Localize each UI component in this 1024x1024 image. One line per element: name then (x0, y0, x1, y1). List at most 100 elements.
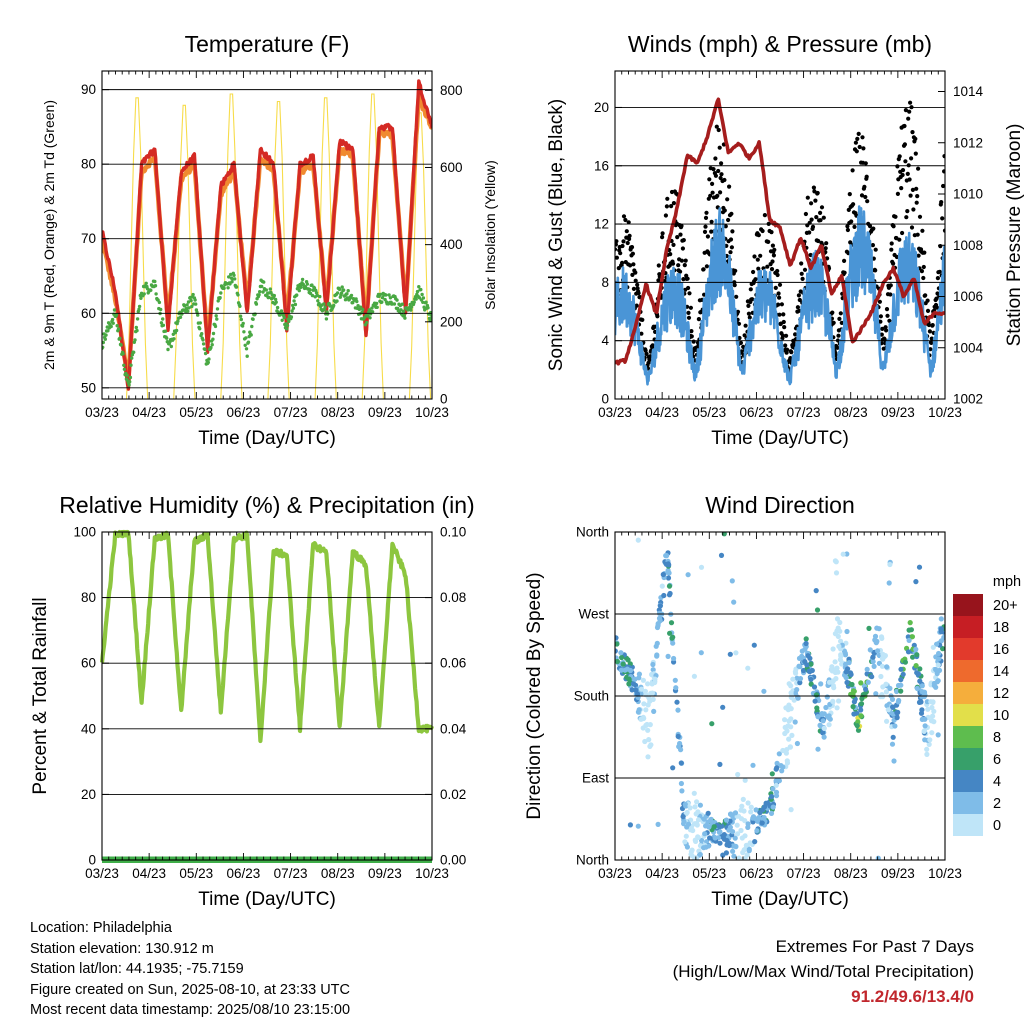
gust-point (683, 258, 688, 263)
wind-direction-point (667, 630, 673, 636)
station-info: Location: Philadelphia Station elevation… (30, 918, 350, 1021)
gust-point (907, 109, 912, 114)
wind-direction-point (910, 654, 916, 660)
wind-direction-point (789, 732, 795, 739)
dewpoint-point (236, 293, 240, 297)
y2-tick-label: 1006 (953, 289, 983, 304)
gust-point (916, 166, 921, 171)
gust-point (716, 168, 721, 174)
y-tick-label: 80 (81, 590, 96, 605)
wind-direction-point (663, 561, 670, 567)
legend-swatch (953, 770, 983, 792)
dewpoint-point (250, 324, 254, 329)
dewpoint-point (429, 313, 432, 317)
wind-direction-point (782, 717, 788, 723)
wind-direction-point (890, 734, 896, 740)
gust-point (626, 220, 631, 225)
dewpoint-point (115, 324, 119, 328)
legend-label: 0 (993, 818, 1001, 834)
legend-label: 4 (993, 774, 1001, 790)
gust-point (621, 214, 627, 219)
gust-point (800, 276, 805, 281)
wind-direction-point (813, 692, 820, 698)
wind-direction-point (928, 699, 934, 705)
wind-direction-point (892, 723, 898, 729)
wind-direction-point (718, 552, 725, 559)
wind-direction-point (806, 668, 812, 674)
wind-direction-point (685, 821, 692, 827)
gust-point (925, 298, 930, 303)
dewpoint-point (310, 283, 314, 287)
gust-point (910, 130, 915, 135)
gust-point (815, 190, 820, 196)
wind-direction-point (773, 778, 779, 784)
wind-direction-point (869, 674, 875, 680)
wind-direction-point (736, 855, 742, 860)
x-tick-label: 08/23 (834, 405, 868, 420)
wind-direction-point (844, 628, 850, 635)
wind-direction-point (671, 655, 677, 662)
dewpoint-point (122, 363, 126, 367)
wind-direction-point (769, 771, 775, 777)
wind-direction-point (830, 698, 836, 705)
wind-direction-point (698, 650, 704, 656)
wind-direction-point (668, 620, 675, 626)
gust-point (718, 175, 723, 181)
wind-direction-point (782, 724, 788, 731)
gust-point (883, 325, 888, 330)
gust-point (870, 243, 876, 248)
gust-point (752, 254, 757, 259)
gust-point (663, 213, 669, 218)
gust-point (715, 193, 720, 198)
wind-direction-point (929, 730, 935, 736)
wind-direction-point (875, 855, 881, 860)
wind-direction-point (682, 801, 688, 807)
wind-direction-point (882, 653, 889, 659)
wind-direction-point (712, 835, 718, 841)
x-tick-label: 05/23 (692, 405, 726, 420)
wind-direction-point (788, 807, 794, 813)
y2-axis-label: Solar Insolation (Yellow) (482, 160, 498, 310)
wind-direction-point (790, 676, 796, 682)
wind-direction-point (769, 794, 775, 800)
gust-point (852, 224, 857, 229)
gust-point (888, 283, 893, 288)
wind-direction-point (930, 644, 936, 650)
wind-direction-point (843, 669, 849, 675)
wind-direction-point (884, 703, 890, 709)
wind-direction-point (711, 824, 717, 830)
gust-point (891, 261, 896, 266)
gust-point (938, 244, 943, 249)
x-tick-label: 10/23 (928, 405, 962, 420)
wind-direction-point (709, 721, 715, 727)
wind-direction-point (914, 652, 920, 658)
wind-direction-point (656, 615, 663, 622)
gust-point (769, 230, 774, 235)
gust-point (863, 194, 868, 200)
wind-direction-point (826, 679, 833, 685)
gust-point (687, 291, 692, 296)
wind-direction-point (925, 706, 931, 712)
wind-direction-point (915, 671, 922, 677)
gust-point (686, 285, 691, 291)
gust-point (703, 224, 708, 229)
wind-direction-point (914, 685, 920, 692)
x-tick-label: 09/23 (881, 866, 915, 881)
gust-point (934, 305, 940, 310)
wind-direction-point (759, 820, 765, 826)
gust-point (671, 242, 676, 247)
gust-point (831, 320, 836, 325)
wind-direction-point (645, 681, 651, 687)
x-tick-label: 04/23 (645, 405, 679, 420)
wind-direction-point (742, 833, 748, 839)
gust-point (842, 270, 847, 275)
wind-direction-point (875, 648, 881, 654)
wind-direction-point (898, 666, 904, 672)
wind-direction-point (794, 740, 801, 747)
legend-label: 2 (993, 796, 1001, 812)
wind-direction-point (649, 690, 656, 696)
wind-direction-point (867, 647, 873, 653)
gust-point (669, 204, 674, 209)
wind-direction-point (851, 688, 857, 694)
dewpoint-point (174, 328, 179, 333)
